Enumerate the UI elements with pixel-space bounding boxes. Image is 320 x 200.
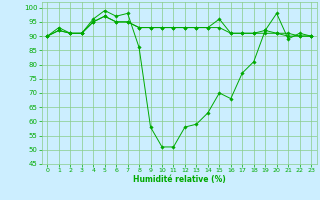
X-axis label: Humidité relative (%): Humidité relative (%) [133, 175, 226, 184]
